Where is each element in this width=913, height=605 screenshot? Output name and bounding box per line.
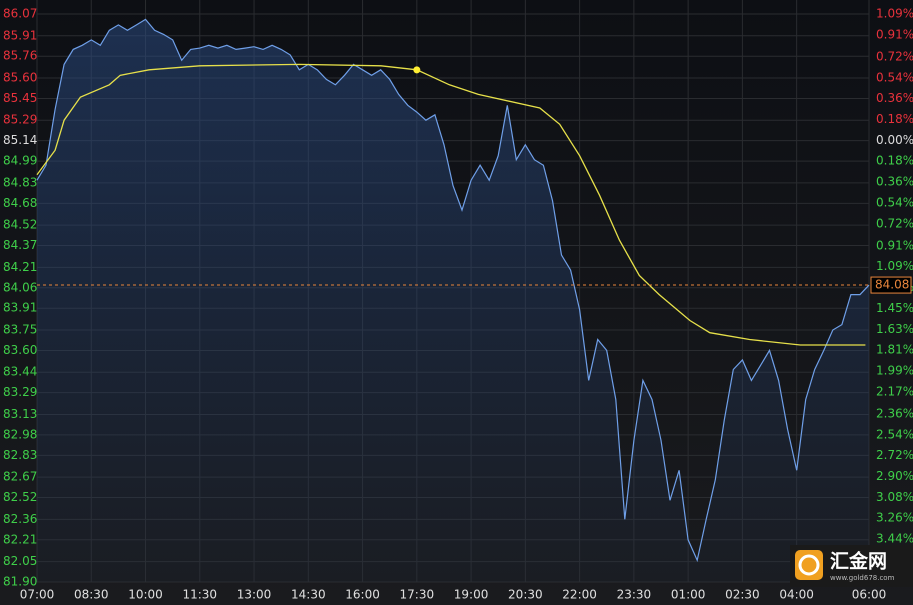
y-tick-label: 84.37	[3, 238, 37, 252]
y-tick-label: 82.21	[3, 532, 37, 546]
x-tick-label: 14:30	[291, 588, 326, 602]
y2-tick-label: 1.99%	[876, 364, 913, 378]
y2-tick-label: 2.90%	[876, 469, 913, 483]
y2-tick-label: 2.72%	[876, 448, 913, 462]
y-tick-label: 84.68	[3, 196, 37, 210]
y2-tick-label: 0.18%	[876, 154, 913, 168]
y2-tick-label: 3.44%	[876, 532, 913, 546]
x-tick-label: 10:00	[128, 588, 163, 602]
x-tick-label: 08:30	[74, 588, 109, 602]
logo-ring	[798, 554, 820, 576]
last-price-box	[870, 276, 912, 294]
y2-tick-label: 0.18%	[876, 112, 913, 126]
y2-tick-label: 3.26%	[876, 511, 913, 525]
y2-tick-label: 1.81%	[876, 343, 913, 357]
y-tick-label: 84.52	[3, 218, 37, 232]
x-tick-label: 02:30	[725, 588, 760, 602]
x-tick-label: 13:00	[237, 588, 272, 602]
y-tick-label: 82.52	[3, 490, 37, 504]
logo: 汇金网 www.gold678.com	[790, 545, 913, 587]
plot	[36, 18, 870, 582]
y2-tick-label: 0.54%	[876, 195, 913, 209]
y2-tick-label: 1.63%	[876, 322, 913, 336]
y-tick-label: 86.07	[3, 7, 37, 21]
y-tick-label: 83.91	[3, 301, 37, 315]
y2-tick-label: 0.36%	[876, 175, 913, 189]
y-tick-label: 82.36	[3, 512, 37, 526]
y-tick-label: 83.29	[3, 385, 37, 399]
y2-tick-label: 1.45%	[876, 301, 913, 315]
y-tick-label: 85.60	[3, 71, 37, 85]
logo-url: www.gold678.com	[830, 574, 895, 582]
average-line	[36, 63, 866, 346]
price-line	[36, 18, 870, 563]
y-tick-label: 83.13	[3, 407, 37, 421]
y2-tick-label: 2.36%	[876, 406, 913, 420]
x-tick-label: 22:00	[562, 588, 597, 602]
y-tick-label: 85.91	[3, 28, 37, 42]
x-tick-label: 04:00	[779, 588, 814, 602]
y2-tick-label: 3.08%	[876, 490, 913, 504]
x-tick-label: 17:30	[400, 588, 435, 602]
y2-tick-label: 1.09%	[876, 7, 913, 21]
y2-tick-label: 0.91%	[876, 27, 913, 41]
x-tick-label: 20:30	[508, 588, 543, 602]
x-tick-label: 11:30	[182, 588, 217, 602]
y2-tick-label: 0.72%	[876, 216, 913, 230]
y-tick-label: 83.75	[3, 323, 37, 337]
y2-tick-label: 0.00%	[876, 133, 913, 147]
y-tick-label: 81.90	[3, 575, 37, 589]
y-tick-label: 84.83	[3, 175, 37, 189]
y-tick-label: 85.29	[3, 113, 37, 127]
y-tick-label: 83.44	[3, 365, 37, 379]
x-tick-label: 16:00	[345, 588, 380, 602]
y-tick-label: 85.45	[3, 91, 37, 105]
y2-tick-label: 0.91%	[876, 238, 913, 252]
y2-tick-label: 2.54%	[876, 427, 913, 441]
y-tick-label: 82.83	[3, 448, 37, 462]
y2-tick-label: 0.54%	[876, 70, 913, 84]
y2-tick-label: 0.36%	[876, 91, 913, 105]
y2-tick-label: 2.17%	[876, 384, 913, 398]
y-tick-label: 84.06	[3, 280, 37, 294]
x-tick-label: 06:00	[852, 588, 887, 602]
x-tick-label: 07:00	[20, 588, 55, 602]
x-tick-label: 19:00	[454, 588, 489, 602]
y-tick-label: 82.67	[3, 470, 37, 484]
y-tick-label: 84.21	[3, 260, 37, 274]
y-tick-label: 82.98	[3, 427, 37, 441]
x-tick-label: 01:00	[671, 588, 706, 602]
y-tick-label: 83.60	[3, 343, 37, 357]
y2-tick-label: 1.09%	[876, 259, 913, 273]
y-tick-label: 85.14	[3, 133, 37, 147]
average-marker	[413, 66, 421, 74]
y-tick-label: 84.99	[3, 154, 37, 168]
y2-tick-label: 0.72%	[876, 49, 913, 63]
y-tick-label: 85.76	[3, 49, 37, 63]
y-tick-label: 82.05	[3, 554, 37, 568]
last-price-label: 84.08	[875, 278, 909, 292]
x-tick-label: 23:30	[617, 588, 652, 602]
logo-brand: 汇金网	[830, 550, 887, 573]
